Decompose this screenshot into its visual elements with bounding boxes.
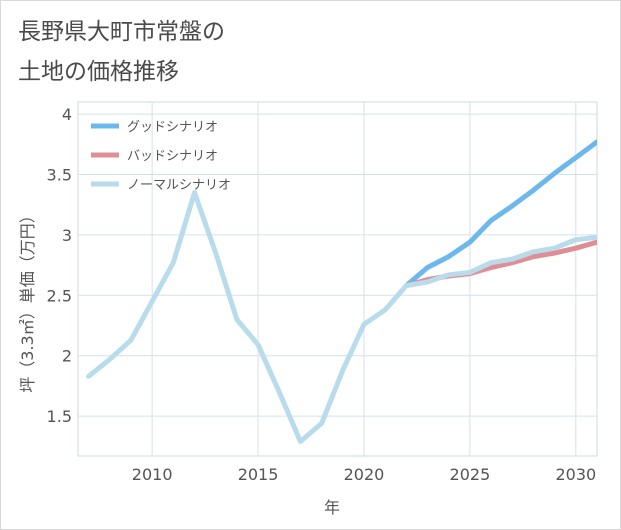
series-layer xyxy=(86,139,597,444)
legend-label-1: グッドシナリオ xyxy=(127,120,218,135)
y-tick-label: 3.5 xyxy=(47,165,72,184)
x-tick-label: 2010 xyxy=(132,465,173,484)
legend-label-3: ノーマルシナリオ xyxy=(127,178,231,193)
series-line-1 xyxy=(403,139,597,289)
y-tick-label: 4 xyxy=(62,105,72,124)
y-tick-label: 1.5 xyxy=(47,407,72,426)
chart-title-line-1: 長野県大町市常盤の xyxy=(18,19,225,45)
y-tick-label: 2.5 xyxy=(47,286,72,305)
legend-label-2: バッドシナリオ xyxy=(127,149,218,164)
x-tick-label: 2025 xyxy=(450,465,491,484)
x-tick-label: 2030 xyxy=(555,465,596,484)
y-tick-label: 2 xyxy=(62,347,72,366)
chart-title: 長野県大町市常盤の 土地の価格推移 xyxy=(18,12,225,92)
x-tick-label: 2020 xyxy=(344,465,385,484)
y-axis-label: 坪（3.3㎡）単価（万円） xyxy=(18,207,37,392)
y-tick-label: 3 xyxy=(62,226,72,245)
series-line-3 xyxy=(86,190,597,444)
chart-title-line-2: 土地の価格推移 xyxy=(18,59,179,85)
gridlines xyxy=(78,102,597,456)
x-tick-label: 2015 xyxy=(238,465,279,484)
tick-labels: 2010 2015 2020 2025 2030 1.5 2 2.5 3 3.5 4 xyxy=(47,105,597,484)
x-axis-label: 年 xyxy=(324,498,340,517)
